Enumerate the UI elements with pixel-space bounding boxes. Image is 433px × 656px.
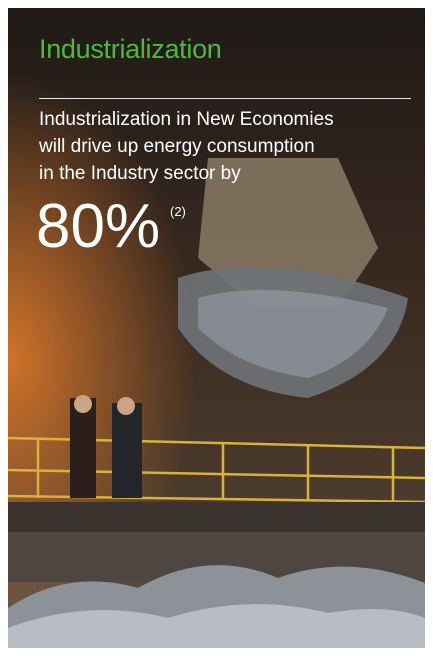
infographic-card: Industrialization Industrialization in N… <box>8 8 425 648</box>
title: Industrialization <box>39 34 222 64</box>
background-photo <box>8 8 425 648</box>
body-text: Industrialization in New Economies will … <box>39 106 334 187</box>
body-line: in the Industry sector by <box>39 163 241 184</box>
stat-value: 80% <box>36 192 161 261</box>
body-line: Industrialization in New Economies <box>39 109 334 130</box>
footnote-ref: (2) <box>170 204 186 219</box>
divider <box>39 98 411 99</box>
body-line: will drive up energy consumption <box>39 136 315 157</box>
